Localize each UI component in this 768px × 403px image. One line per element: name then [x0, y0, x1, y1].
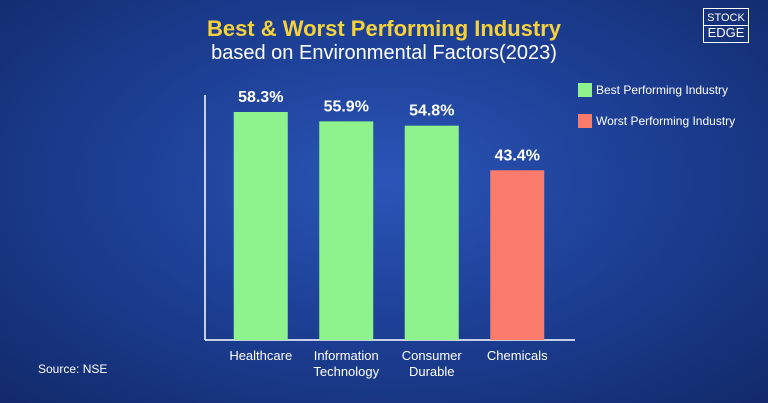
- logo-bottom: EDGE: [704, 25, 748, 40]
- bar: [490, 170, 545, 340]
- chart-title: Best & Worst Performing Industry: [206, 16, 562, 41]
- source-note: Source: NSE: [38, 362, 108, 376]
- x-tick-label: Healthcare: [229, 348, 293, 363]
- bar: [319, 121, 374, 341]
- x-tick-label: Chemicals: [486, 348, 548, 363]
- x-tick-label: Information Technology: [313, 348, 380, 379]
- value-label: 43.4%: [495, 147, 540, 164]
- bar: [233, 112, 288, 340]
- legend-swatch: [578, 83, 592, 97]
- value-label: 55.9%: [324, 98, 369, 115]
- chart-subtitle: based on Environmental Factors(2023): [211, 42, 557, 64]
- legend-label: Best Performing Industry: [596, 83, 729, 97]
- logo: STOCK EDGE: [703, 8, 749, 43]
- bar: [404, 125, 459, 340]
- legend-swatch: [578, 114, 592, 128]
- legend-label: Worst Performing Industry: [596, 114, 736, 128]
- value-label: 54.8%: [409, 103, 454, 120]
- logo-top: STOCK: [707, 12, 745, 24]
- value-label: 58.3%: [238, 89, 283, 106]
- x-tick-label: Consumer Durable: [401, 348, 462, 379]
